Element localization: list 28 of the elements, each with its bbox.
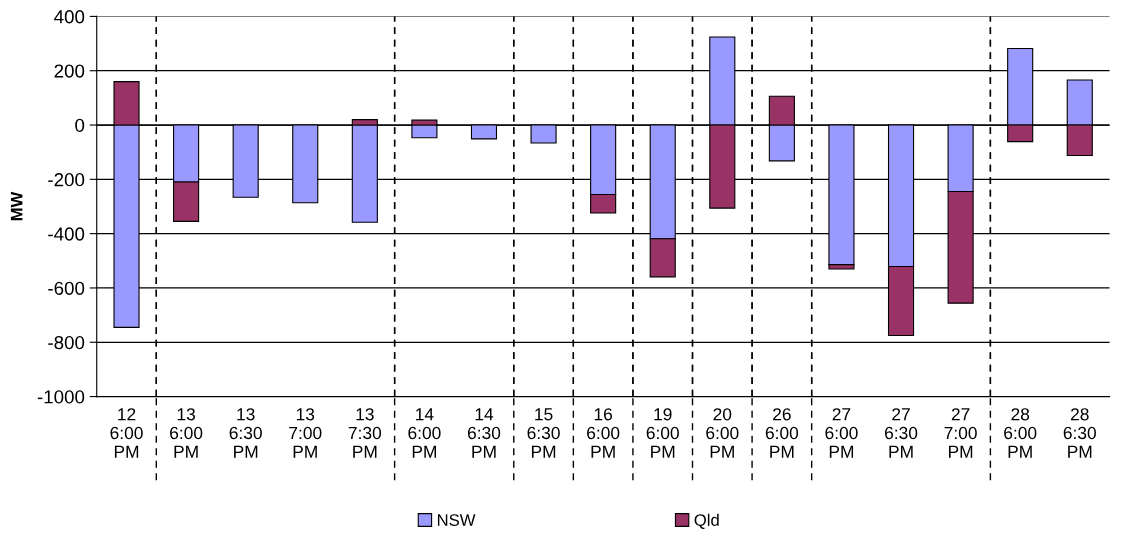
x-tick-label: 16 6:00 PM <box>587 408 620 458</box>
x-tick-label: 20 6:00 PM <box>706 408 739 458</box>
y-tick-label: -800 <box>48 335 85 350</box>
y-tick-label: -200 <box>48 173 85 187</box>
x-tick-label: 19 6:00 PM <box>646 408 679 458</box>
legend-label: Qld <box>694 513 719 529</box>
x-tick-label: 27 6:30 PM <box>885 408 918 458</box>
x-tick-label: 13 7:00 PM <box>289 408 322 458</box>
x-tick-label: 28 6:30 PM <box>1063 408 1096 458</box>
x-tick-label: 15 6:30 PM <box>527 408 560 458</box>
x-tick-label: 27 6:00 PM <box>825 408 858 458</box>
x-tick-label: 26 6:00 PM <box>765 408 799 458</box>
legend-label: NSW <box>437 514 476 526</box>
y-tick-label: 0 <box>75 118 85 133</box>
x-tick-label: 13 7:30 PM <box>348 408 382 458</box>
y-tick-label: 200 <box>54 64 85 78</box>
y-tick-label: -600 <box>48 281 85 295</box>
y-tick-label: 400 <box>54 10 85 24</box>
y-axis-title: MW <box>10 191 23 221</box>
x-tick-label: 13 6:30 PM <box>229 408 262 458</box>
x-tick-label: 14 6:00 PM <box>408 408 441 458</box>
x-tick-label: 13 6:00 PM <box>170 408 203 458</box>
x-tick-label: 27 7:00 PM <box>944 408 977 458</box>
x-tick-label: 28 6:00 PM <box>1004 408 1037 458</box>
y-tick-label: -400 <box>48 227 85 241</box>
x-tick-label: 12 6:00 PM <box>110 408 143 458</box>
x-tick-label: 14 6:30 PM <box>467 408 501 458</box>
y-tick-label: -1000 <box>37 390 85 404</box>
